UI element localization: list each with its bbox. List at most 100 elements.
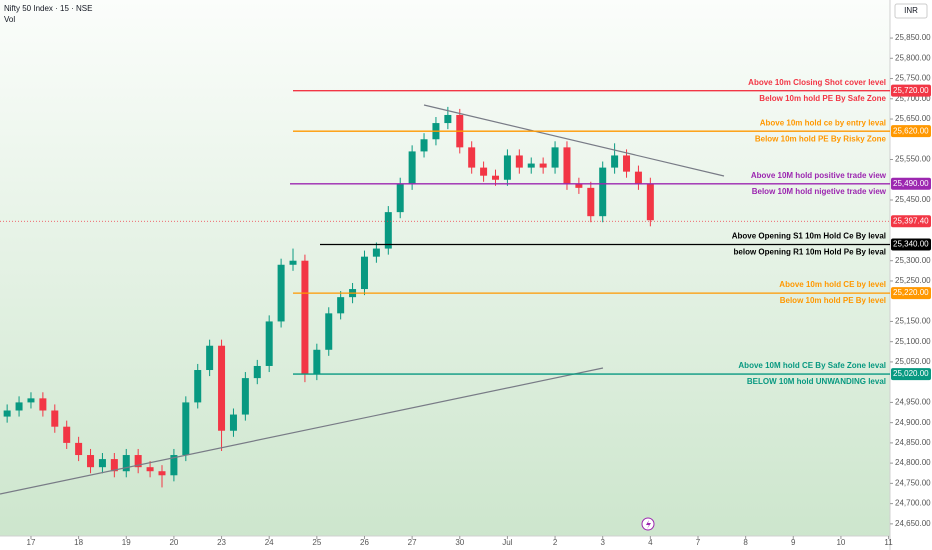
- candle-body: [75, 442, 83, 456]
- x-tick-label: 23: [217, 538, 226, 547]
- y-tick-label: 24,750.00: [895, 478, 931, 487]
- y-tick-label: 25,550.00: [895, 155, 931, 164]
- x-tick-label: 2: [553, 538, 558, 547]
- candle-body: [503, 155, 511, 180]
- level-price-label: 25,490.00: [893, 179, 929, 188]
- level-label-above: Above 10m Closing Shot cover level: [748, 78, 886, 87]
- candle-body: [611, 155, 619, 168]
- candle-body: [265, 321, 273, 366]
- y-tick-label: 25,150.00: [895, 317, 931, 326]
- x-tick-label: 30: [455, 538, 464, 547]
- candle-body: [39, 398, 47, 411]
- y-tick-label: 25,700.00: [895, 94, 931, 103]
- candle-body: [27, 398, 35, 403]
- candle-body: [289, 260, 297, 265]
- candle-body: [253, 365, 261, 379]
- volume-label: Vol: [4, 15, 15, 24]
- x-tick-label: 27: [408, 538, 417, 547]
- candle-body: [408, 151, 416, 184]
- y-tick-label: 25,250.00: [895, 276, 931, 285]
- candle-body: [646, 183, 654, 221]
- x-tick-label: 19: [122, 538, 131, 547]
- candle-body: [277, 264, 285, 322]
- y-tick-label: 25,650.00: [895, 114, 931, 123]
- candle-body: [372, 248, 380, 257]
- trend-line: [0, 367, 604, 495]
- candle-body: [194, 370, 202, 403]
- last-price-label: 25,397.40: [893, 216, 929, 225]
- last-price-badge: [891, 215, 931, 228]
- candle-body: [384, 212, 392, 249]
- event-icon-bolt: [646, 520, 651, 529]
- x-tick-label: 25: [312, 538, 321, 547]
- x-tick-label: 11: [884, 538, 893, 547]
- level-price-label: 25,620.00: [893, 126, 929, 135]
- candle-body: [515, 155, 523, 168]
- candle-body: [587, 187, 595, 217]
- candle-body: [599, 167, 607, 217]
- level-price-label: 25,220.00: [893, 288, 929, 297]
- level-label-below: below Opening R1 10m Hold Pe By leval: [734, 248, 886, 257]
- candle-body: [396, 183, 404, 213]
- x-tick-label: 20: [169, 538, 178, 547]
- level-label-below: Below 10m hold PE By level: [780, 296, 886, 305]
- y-tick-label: 25,450.00: [895, 195, 931, 204]
- currency: INR: [904, 6, 918, 15]
- candle-body: [51, 410, 59, 427]
- y-tick-label: 24,850.00: [895, 438, 931, 447]
- candle-body: [551, 147, 559, 168]
- x-tick-label: 3: [600, 538, 605, 547]
- x-tick-label: 7: [696, 538, 701, 547]
- x-tick-label: 24: [265, 538, 274, 547]
- y-tick-label: 24,900.00: [895, 418, 931, 427]
- x-tick-label: 17: [27, 538, 36, 547]
- candle-body: [468, 147, 476, 168]
- level-label-below: BELOW 10M hold UNWANDING leval: [747, 377, 886, 386]
- candle-body: [360, 256, 368, 290]
- level-price-badge: [891, 368, 931, 381]
- candle-body: [146, 467, 154, 472]
- candle-body: [87, 455, 95, 468]
- candle-body: [182, 402, 190, 456]
- y-tick-label: 25,300.00: [895, 256, 931, 265]
- candle-body: [539, 163, 547, 168]
- candle-body: [563, 147, 571, 184]
- x-tick-label: 26: [360, 538, 369, 547]
- level-label-below: Below 10M hold nigetive trade view: [752, 187, 887, 196]
- plot-background: [0, 0, 890, 536]
- level-label-above: Above 10m hold CE by level: [779, 280, 886, 289]
- candle-body: [575, 183, 583, 188]
- level-price-label: 25,340.00: [893, 240, 929, 249]
- currency-box[interactable]: [894, 3, 928, 19]
- y-tick-label: 24,700.00: [895, 499, 931, 508]
- time-axis-background: [0, 536, 890, 550]
- x-tick-label: 9: [791, 538, 796, 547]
- y-tick-label: 24,950.00: [895, 398, 931, 407]
- candle-body: [63, 426, 71, 443]
- level-price-badge: [891, 177, 931, 190]
- x-tick-label: 8: [743, 538, 748, 547]
- candle-body: [313, 349, 321, 375]
- candle-body: [634, 171, 642, 184]
- candle-body: [492, 175, 500, 180]
- candle-body: [134, 455, 142, 468]
- candle-body: [3, 410, 11, 417]
- candle-body: [337, 297, 345, 314]
- level-price-badge: [891, 125, 931, 138]
- level-price-label: 25,720.00: [893, 86, 929, 95]
- level-label-above: Above Opening S1 10m Hold Ce By leval: [732, 232, 886, 241]
- y-tick-label: 25,800.00: [895, 53, 931, 62]
- candle-body: [218, 345, 226, 431]
- level-price-badge: [891, 287, 931, 300]
- level-label-above: Above 10M hold CE By Safe Zone leval: [738, 361, 886, 370]
- level-price-label: 25,020.00: [893, 369, 929, 378]
- y-tick-label: 25,850.00: [895, 33, 931, 42]
- trend-line: [423, 104, 725, 177]
- x-tick-label: Jul: [502, 538, 512, 547]
- candle-body: [158, 471, 166, 476]
- level-price-badge: [891, 84, 931, 97]
- x-tick-label: 4: [648, 538, 653, 547]
- candle-body: [241, 378, 249, 415]
- candle-body: [420, 139, 428, 152]
